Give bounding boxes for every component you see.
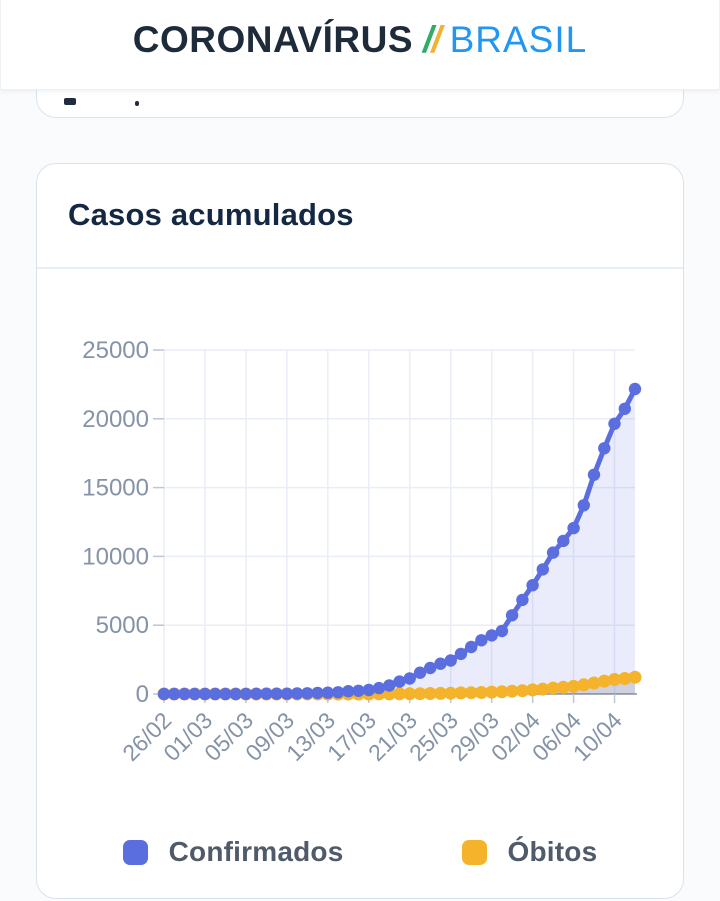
svg-text:5000: 5000 xyxy=(96,612,149,639)
svg-text:20000: 20000 xyxy=(82,406,149,433)
brand-slashes-icon: // xyxy=(423,18,442,60)
svg-text:0: 0 xyxy=(136,681,149,708)
x-axis-labels: 26/0201/0305/0309/0313/0317/0321/0325/03… xyxy=(117,707,627,766)
card-title: Casos acumulados xyxy=(68,197,354,232)
obitos-area xyxy=(164,677,635,694)
obitos-swatch-icon xyxy=(461,839,487,865)
chart-gridlines xyxy=(163,349,635,694)
brand-logo[interactable]: CORONAVÍRUS // BRASIL xyxy=(133,19,587,61)
brand-secondary-text: BRASIL xyxy=(449,18,588,60)
legend-label: Óbitos xyxy=(507,836,598,867)
confirmados-line xyxy=(157,382,642,701)
accumulated-cases-card: Casos acumulados 0 5000 10000 15000 20000 250… xyxy=(36,163,684,899)
chart-legend: Confirmados Óbitos xyxy=(37,836,683,868)
legend-label: Confirmados xyxy=(168,836,344,867)
svg-text:15000: 15000 xyxy=(82,475,149,502)
header-bar: CORONAVÍRUS // BRASIL xyxy=(0,0,720,90)
svg-text:10/04: 10/04 xyxy=(568,707,627,766)
confirmados-swatch-icon xyxy=(122,839,148,865)
clipped-text-fragment xyxy=(64,98,76,105)
legend-item-confirmados[interactable]: Confirmados xyxy=(122,836,344,868)
accumulated-cases-chart[interactable]: 0 5000 10000 15000 20000 25000 26/0201/0305/03… xyxy=(37,281,684,801)
svg-text:10000: 10000 xyxy=(82,543,149,570)
legend-item-obitos[interactable]: Óbitos xyxy=(461,836,598,868)
brand-primary-text: CORONAVÍRUS xyxy=(132,18,414,60)
clipped-text-fragment xyxy=(135,101,139,106)
card-divider xyxy=(37,267,683,269)
y-axis-labels: 0 5000 10000 15000 20000 25000 xyxy=(82,337,149,708)
svg-text:25000: 25000 xyxy=(82,337,149,364)
